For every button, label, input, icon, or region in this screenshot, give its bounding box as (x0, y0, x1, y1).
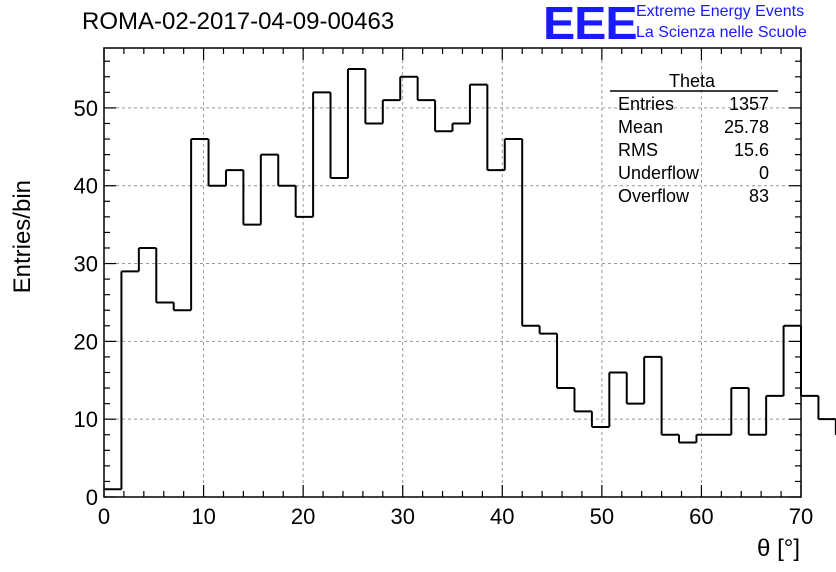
stats-row-value: 1357 (729, 94, 769, 114)
logo-line-1: Extreme Energy Events (636, 3, 805, 20)
stats-row-label: Entries (618, 94, 674, 114)
x-tick-label: 50 (590, 504, 614, 529)
stats-row-value: 83 (749, 186, 769, 206)
y-tick-label: 0 (86, 485, 98, 510)
stats-box: Theta Entries 1357 Mean 25.78 RMS 15.6 Underfl… (610, 71, 778, 206)
x-tick-label: 30 (390, 504, 414, 529)
axis-ticks (103, 48, 802, 498)
x-tick-label: 40 (490, 504, 514, 529)
stats-rows: Entries 1357 Mean 25.78 RMS 15.6 Underflow 0 Ove… (618, 94, 769, 206)
y-tick-label: 10 (74, 407, 98, 432)
run-title: ROMA-02-2017-04-09-00463 (82, 8, 395, 35)
x-tick-label: 0 (98, 504, 110, 529)
stats-row-label: Overflow (618, 186, 690, 206)
x-axis-label: θ [°] (757, 535, 800, 562)
grid-lines (104, 48, 801, 497)
x-tick-label: 60 (689, 504, 713, 529)
stats-row-label: RMS (618, 140, 658, 160)
stats-row-label: Underflow (618, 163, 700, 183)
tick-labels: 0 10 20 30 40 50 60 70 0 10 20 30 40 50 (74, 96, 814, 529)
y-tick-label: 50 (74, 96, 98, 121)
logo-line-2: La Scienza nelle Scuole (636, 24, 807, 41)
plot-border (103, 47, 802, 498)
x-tick-label: 20 (291, 504, 315, 529)
stats-row-label: Mean (618, 117, 663, 137)
histogram-bins (104, 68, 836, 491)
y-tick-label: 40 (74, 174, 98, 199)
x-tick-label: 70 (789, 504, 813, 529)
x-tick-label: 10 (191, 504, 215, 529)
y-tick-label: 30 (74, 252, 98, 277)
stats-row-value: 0 (759, 163, 769, 183)
plot-frame (103, 47, 802, 498)
y-tick-label: 20 (74, 329, 98, 354)
eee-logo: EEE (543, 0, 638, 49)
y-axis-label: Entries/bin (9, 180, 36, 293)
stats-box-title: Theta (669, 71, 716, 91)
stats-row-value: 15.6 (734, 140, 769, 160)
stats-row-value: 25.78 (724, 117, 769, 137)
